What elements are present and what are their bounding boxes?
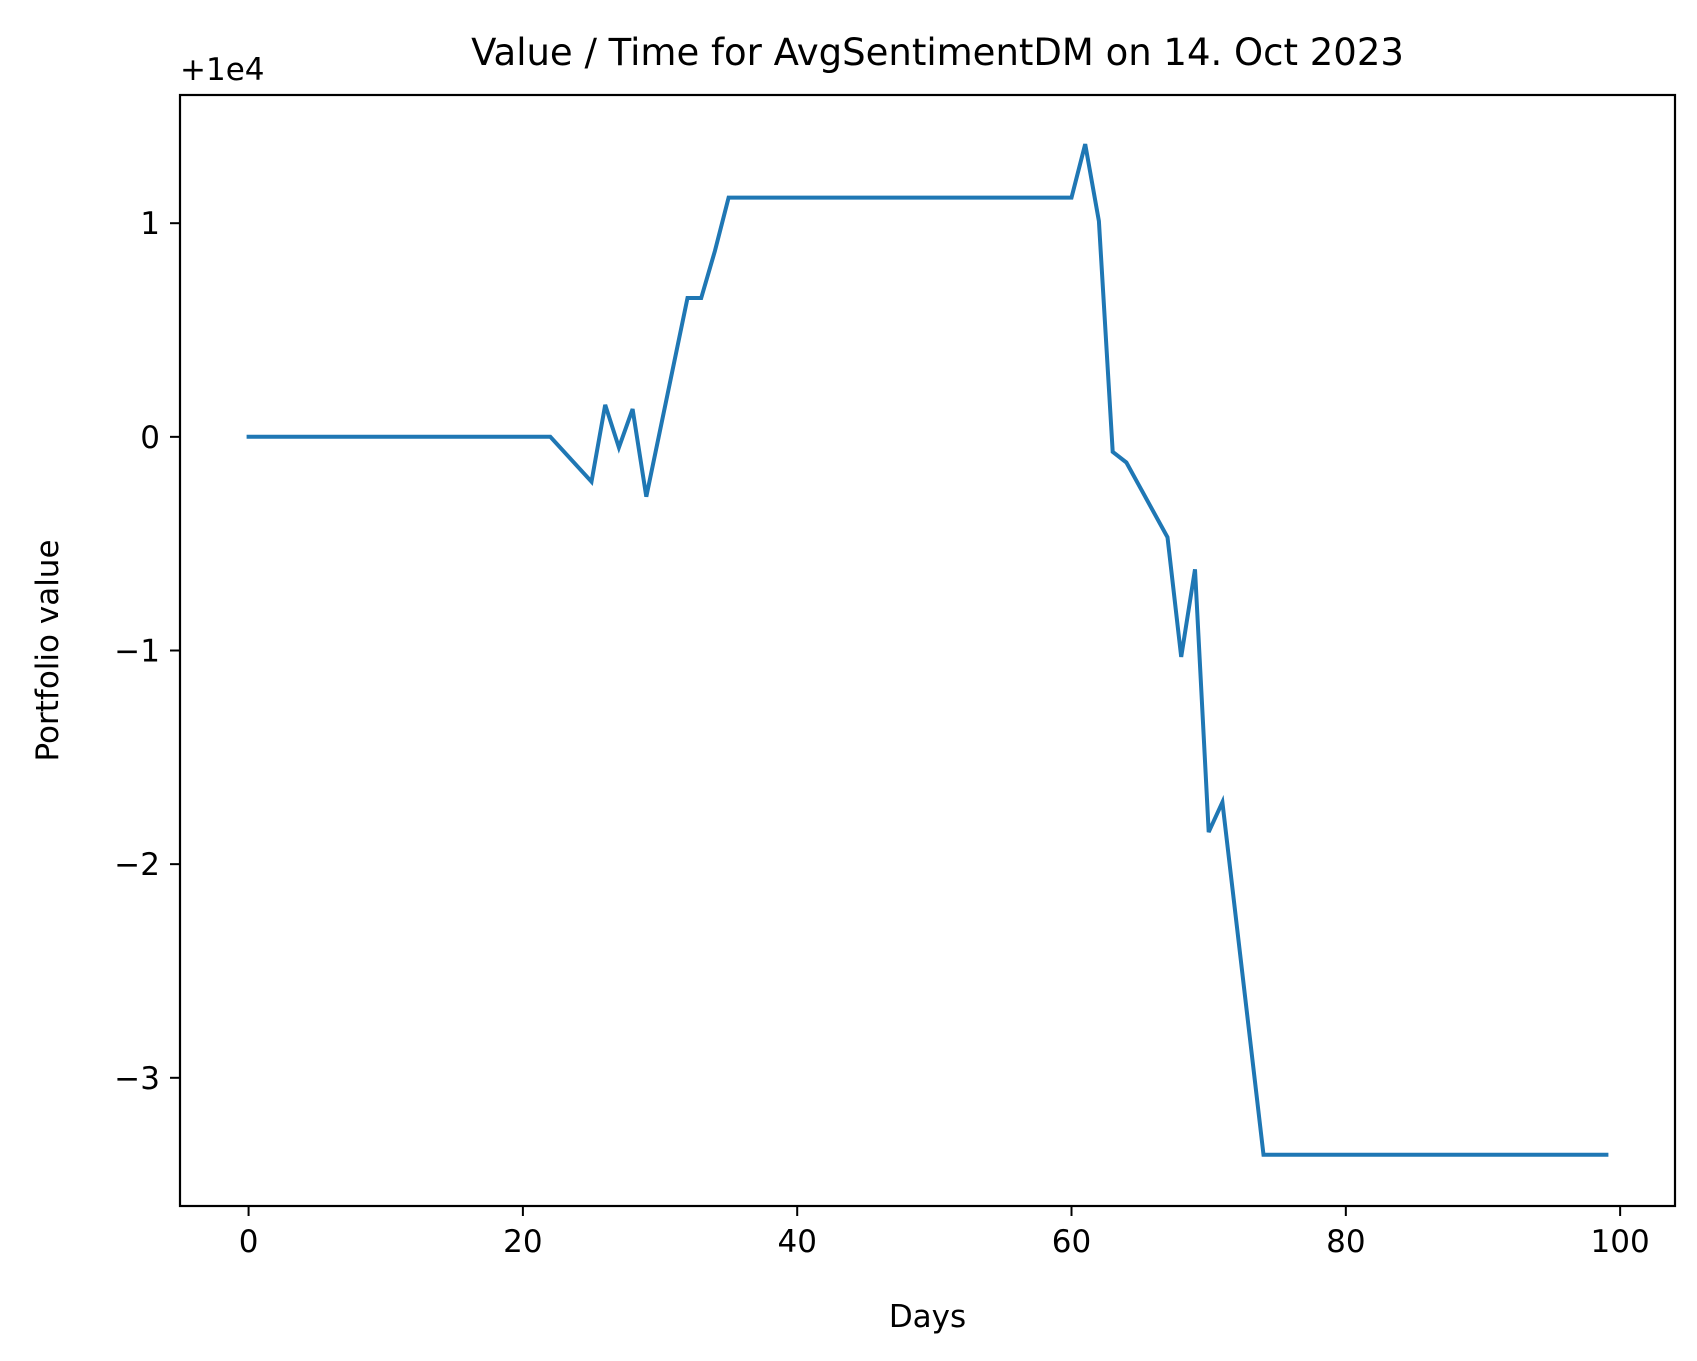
y-axis-offset-label: +1e4 [180,52,265,88]
y-tick-label: 0 [140,420,160,456]
x-tick-label: 80 [1326,1224,1365,1260]
chart-title: Value / Time for AvgSentimentDM on 14. O… [471,31,1404,74]
series-line-0 [246,143,1609,1157]
x-tick-label: 60 [1052,1224,1091,1260]
y-tick-label: −1 [114,634,160,670]
x-tick-label: 40 [777,1224,816,1260]
y-axis-label: Portfolio value [30,539,66,761]
x-tick-label: 100 [1591,1224,1650,1260]
x-tick-label: 20 [503,1224,542,1260]
x-tick-label: 0 [239,1224,259,1260]
series-layer [246,143,1609,1157]
x-axis-ticks: 0 20 40 60 80 100 [239,1206,1650,1260]
y-tick-label: −2 [114,847,160,883]
y-tick-label: 1 [140,206,160,242]
y-axis-ticks: 1 0 −1 −2 −3 [114,206,180,1097]
plot-frame [178,93,1677,1208]
y-tick-label: −3 [114,1061,160,1097]
x-axis-label: Days [889,1299,966,1335]
